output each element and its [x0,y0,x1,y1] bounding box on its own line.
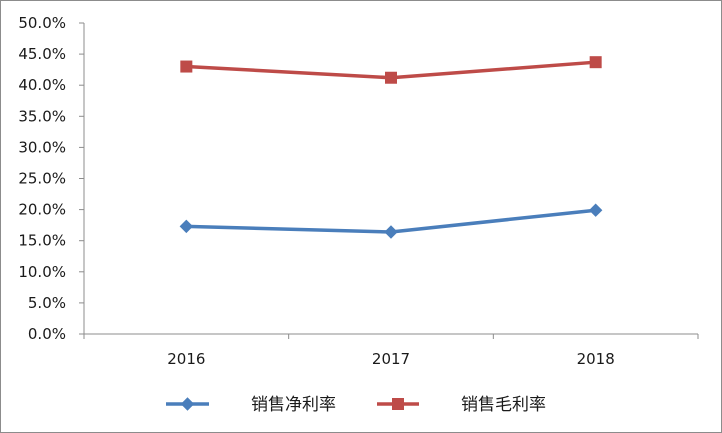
y-tick-label: 40.0% [18,76,66,94]
x-tick-label: 2018 [577,350,615,368]
x-tick-label: 2017 [372,350,410,368]
data-point-diamond [588,203,603,217]
data-point-square [589,56,602,69]
y-axis: 0.0% 5.0% 10.0% 15.0% 20.0% 25.0% 30.0% 35.0% 40… [18,14,85,343]
legend-label: 销售毛利率 [461,395,546,415]
y-tick-label: 25.0% [18,170,66,188]
y-tick-label: 35.0% [18,107,66,125]
data-point-diamond [179,219,194,234]
series-net-margin [179,203,603,239]
series-gross-margin [180,56,602,84]
y-tick-label: 0.0% [28,325,66,343]
y-tick-label: 5.0% [28,294,66,312]
y-tick-label: 30.0% [18,138,66,156]
x-axis: 2016 2017 2018 [83,333,699,368]
x-tick-label: 2016 [167,350,205,368]
y-tick-label: 50.0% [18,14,66,32]
legend-item-net-margin: 销售净利率 [166,395,336,415]
series-layer [179,56,603,239]
data-point-square [385,71,397,84]
legend-item-gross-margin: 销售毛利率 [377,395,546,415]
y-tick-label: 15.0% [18,232,66,250]
y-tick-label: 10.0% [18,263,66,281]
y-tick-label: 20.0% [18,201,66,219]
y-tick-label: 45.0% [18,45,66,63]
legend-label: 销售净利率 [251,395,336,415]
legend-marker [392,398,404,410]
legend-marker [180,397,195,411]
data-point-diamond [384,225,398,239]
legend: 销售净利率 销售毛利率 [166,395,546,415]
data-point-square [180,60,193,73]
